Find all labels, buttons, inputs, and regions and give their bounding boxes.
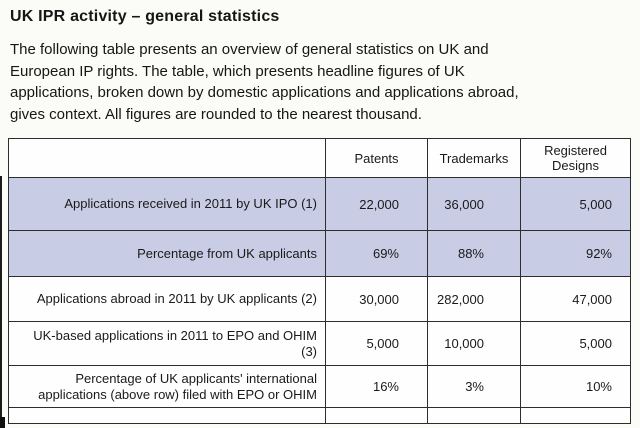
cell-value: 88%	[427, 230, 521, 277]
cell-value: 3%	[427, 365, 521, 408]
cell-value: 10,000	[427, 321, 521, 366]
row-label: Percentage from UK applicants	[8, 230, 326, 277]
intro-line: gives context. All figures are rounded t…	[10, 105, 422, 123]
scan-edge-artifact	[0, 176, 2, 428]
intro-paragraph: The following table presents an overview…	[10, 39, 628, 125]
cell-value: 69%	[325, 230, 428, 277]
row-label: Applications abroad in 2011 by UK applic…	[8, 276, 326, 322]
statistics-table: Patents Trademarks Registered Designs Ap…	[8, 138, 631, 424]
document-page: UK IPR activity – general statistics The…	[0, 8, 640, 428]
intro-line: European IP rights. The table, which pre…	[10, 62, 465, 80]
cell-value: 282,000	[427, 276, 521, 322]
header-patents: Patents	[325, 138, 428, 178]
table-row: Applications received in 2011 by UK IPO …	[8, 177, 631, 231]
table-row: UK-based applications in 2011 to EPO and…	[8, 321, 631, 366]
cell-value: 5,000	[520, 177, 631, 231]
cell-value: 16%	[325, 365, 428, 408]
cell-value: 5,000	[325, 321, 428, 366]
intro-line: The following table presents an overview…	[10, 41, 489, 58]
header-trademarks: Trademarks	[427, 138, 521, 178]
header-registered-designs: Registered Designs	[520, 138, 631, 178]
cell-value: 22,000	[325, 177, 428, 231]
page-title: UK IPR activity – general statistics	[10, 8, 280, 25]
cell-value: 10%	[520, 365, 631, 408]
header-empty-cell	[8, 138, 326, 178]
cell-value: 5,000	[520, 321, 631, 366]
cell-value: 47,000	[520, 276, 631, 322]
cell-value: 36,000	[427, 177, 521, 231]
scan-corner-artifact	[0, 417, 5, 428]
cell-value: 30,000	[325, 276, 428, 322]
table-row: Applications abroad in 2011 by UK applic…	[8, 276, 631, 322]
table-row: Percentage of UK applicants' internation…	[8, 365, 631, 408]
row-label: Percentage of UK applicants' internation…	[8, 365, 326, 408]
intro-line: applications, broken down by domestic ap…	[10, 84, 519, 101]
cell-value: 92%	[520, 230, 631, 277]
table-row-clipped	[8, 407, 631, 424]
header-row: Patents Trademarks Registered Designs	[8, 138, 631, 178]
table-row: Percentage from UK applicants 69% 88% 92…	[8, 230, 631, 277]
row-label: UK-based applications in 2011 to EPO and…	[8, 321, 326, 366]
row-label: Applications received in 2011 by UK IPO …	[8, 177, 326, 231]
